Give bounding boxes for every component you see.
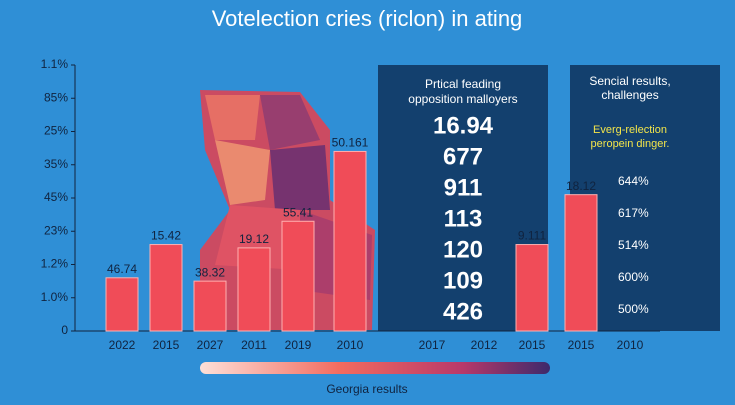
bar: [193, 280, 227, 332]
panel-value: 16.94: [433, 112, 494, 139]
x-tick-label: 2017: [419, 338, 446, 352]
x-tick-label: 2015: [153, 338, 180, 352]
panel-value: 120: [443, 236, 483, 263]
bar: [237, 247, 271, 332]
bar-label: 18.12: [566, 179, 596, 193]
x-tick-label: 2019: [285, 338, 312, 352]
panel-value: 514%: [618, 238, 649, 252]
x-tick-label: 2027: [197, 338, 224, 352]
y-tick-label: 1.0%: [41, 290, 69, 304]
panel-value: 677: [443, 143, 483, 170]
bar-label: 55.41: [283, 205, 313, 219]
bar-label: 38.32: [195, 265, 225, 279]
bar: [564, 194, 598, 332]
panel-value: 113: [444, 205, 483, 232]
panel-value: 617%: [618, 206, 649, 220]
y-tick-label: 25%: [44, 124, 68, 138]
bar: [281, 220, 315, 332]
bar: [333, 150, 367, 332]
bar-label: 50.161: [332, 136, 369, 150]
bar: [149, 244, 183, 332]
panel-value: 911: [444, 174, 483, 201]
x-tick-label: 2010: [337, 338, 364, 352]
x-tick-label: 2022: [109, 338, 136, 352]
panel-highlight: Everg-relection peropein dinger.: [591, 124, 670, 150]
chart-title: Votelection cries (riclon) in ating: [212, 6, 523, 31]
bar: [515, 244, 549, 332]
y-tick-label: 35%: [44, 157, 68, 171]
x-tick-label: 2011: [241, 338, 267, 352]
panel-title: Sencial results, challenges: [589, 74, 670, 102]
y-tick-label: 1.2%: [41, 257, 69, 271]
bar-label: 19.12: [239, 232, 269, 246]
panel-value: 109: [443, 267, 483, 294]
panel-value: 600%: [618, 270, 649, 284]
legend-gradient: [200, 362, 550, 374]
y-tick-label: 0: [61, 323, 68, 337]
panel-value: 426: [443, 298, 483, 325]
x-tick-label: 2015: [568, 338, 595, 352]
bar-label: 15.42: [151, 229, 181, 243]
bar-label: 9.111: [518, 229, 547, 243]
bar: [105, 277, 139, 332]
y-tick-label: 45%: [44, 190, 68, 204]
panel-value: 500%: [618, 302, 649, 316]
y-tick-label: 1.1%: [41, 57, 69, 71]
y-tick-label: 85%: [44, 90, 68, 104]
legend-label: Georgia results: [326, 382, 407, 396]
bar-label: 46.74: [107, 262, 137, 276]
panel-title: Prtical feading opposition malloyers: [408, 77, 517, 106]
x-tick-label: 2015: [519, 338, 546, 352]
x-tick-label: 2012: [471, 338, 498, 352]
x-tick-label: 2010: [617, 338, 644, 352]
y-tick-label: 23%: [44, 223, 68, 237]
panel-value: 644%: [618, 174, 649, 188]
